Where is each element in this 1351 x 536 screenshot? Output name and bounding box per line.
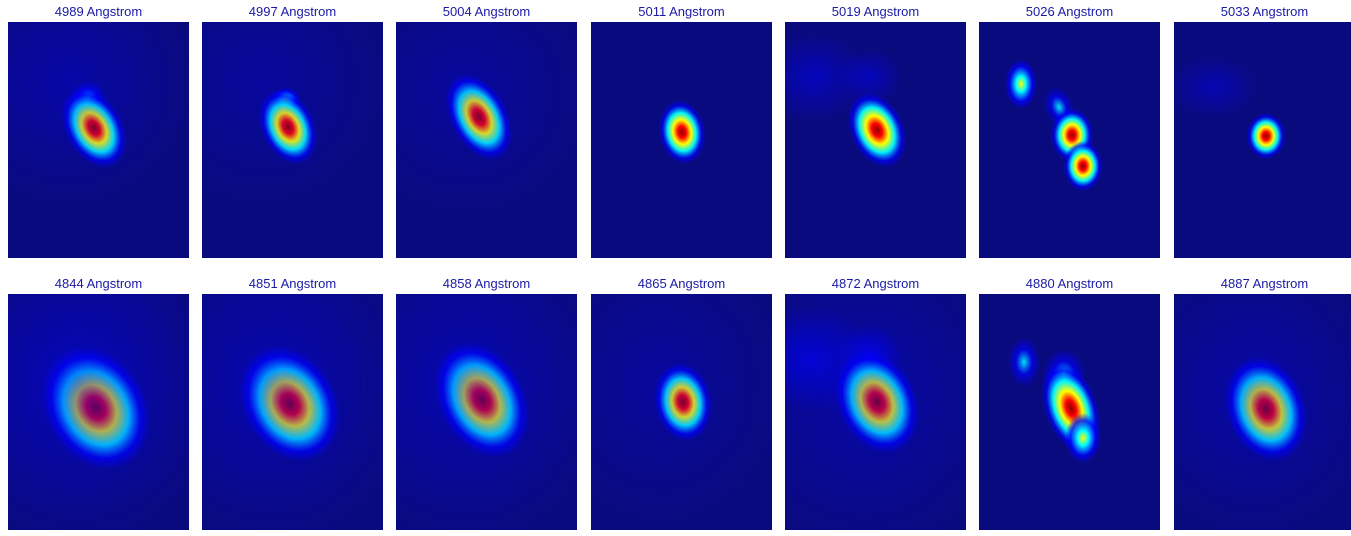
intensity-map [396, 294, 577, 530]
emission-halo [1174, 294, 1351, 530]
intensity-map [8, 22, 189, 258]
panel-title: 4865 Angstrom [637, 276, 726, 291]
panel: 4865 Angstrom [591, 272, 772, 530]
panel-title: 4858 Angstrom [442, 276, 531, 291]
panel-image [785, 22, 966, 258]
panel-image [979, 294, 1160, 530]
panel-image [1174, 22, 1351, 258]
emission-halo [837, 48, 903, 106]
emission-peak [658, 99, 706, 165]
emission-halo [785, 294, 966, 530]
panel: 5026 Angstrom [979, 0, 1160, 258]
panel-title: 4989 Angstrom [54, 4, 143, 19]
emission-peak [1004, 58, 1038, 110]
panel-image [785, 294, 966, 530]
intensity-map [591, 294, 772, 530]
panel: 4858 Angstrom [396, 272, 577, 530]
panel-image [8, 294, 189, 530]
emission-halo [396, 22, 577, 218]
emission-peak [1063, 140, 1103, 192]
row-upper: 4989 Angstrom 4997 Angstrom 5004 Angstro… [0, 0, 1351, 264]
panel-title: 5019 Angstrom [831, 4, 920, 19]
panel-title: 4844 Angstrom [54, 276, 143, 291]
panel-title: 4851 Angstrom [248, 276, 337, 291]
intensity-map [202, 294, 383, 530]
panel: 4872 Angstrom [785, 272, 966, 530]
panel-image [591, 22, 772, 258]
intensity-map [396, 22, 577, 258]
panel-title: 4887 Angstrom [1220, 276, 1309, 291]
intensity-map [1174, 22, 1351, 258]
panel-image [202, 22, 383, 258]
emission-halo [785, 32, 869, 122]
emission-halo [202, 294, 383, 530]
panel: 4880 Angstrom [979, 272, 1160, 530]
panel-image [396, 294, 577, 530]
panel-image [1174, 294, 1351, 530]
panel: 4997 Angstrom [202, 0, 383, 258]
panel-image [591, 294, 772, 530]
emission-halo [1174, 54, 1259, 120]
panel-title: 5004 Angstrom [442, 4, 531, 19]
panel-image [979, 22, 1160, 258]
panel-title: 4880 Angstrom [1025, 276, 1114, 291]
panel-title: 5011 Angstrom [638, 4, 725, 19]
emission-halo [1007, 336, 1041, 388]
panel-title: 5026 Angstrom [1025, 4, 1114, 19]
panel-image [8, 22, 189, 258]
intensity-map [8, 294, 189, 530]
emission-peak [1246, 112, 1286, 160]
panel-title: 5033 Angstrom [1220, 4, 1309, 19]
intensity-map [785, 22, 966, 258]
panel: 4989 Angstrom [8, 0, 189, 258]
panel: 5004 Angstrom [396, 0, 577, 258]
emission-halo [396, 294, 577, 530]
panel: 4851 Angstrom [202, 272, 383, 530]
panel: 4887 Angstrom [1174, 272, 1351, 530]
panel-image [202, 294, 383, 530]
intensity-map [785, 294, 966, 530]
panel-title: 4997 Angstrom [248, 4, 337, 19]
intensity-map [591, 22, 772, 258]
row-lower: 4844 Angstrom 4851 Angstrom 4858 Angstro… [0, 272, 1351, 536]
intensity-map [1174, 294, 1351, 530]
panel-title: 4872 Angstrom [831, 276, 920, 291]
emission-halo [591, 294, 772, 528]
emission-halo [8, 22, 189, 208]
intensity-map [202, 22, 383, 258]
emission-halo [8, 294, 189, 530]
intensity-map [979, 294, 1160, 530]
panel: 5011 Angstrom [591, 0, 772, 258]
panel: 4844 Angstrom [8, 272, 189, 530]
emission-peak [847, 92, 907, 168]
intensity-map [979, 22, 1160, 258]
panel-image [396, 22, 577, 258]
emission-halo [202, 22, 383, 208]
emission-peak [1065, 412, 1101, 464]
panel: 5033 Angstrom [1174, 0, 1351, 258]
panel: 5019 Angstrom [785, 0, 966, 258]
